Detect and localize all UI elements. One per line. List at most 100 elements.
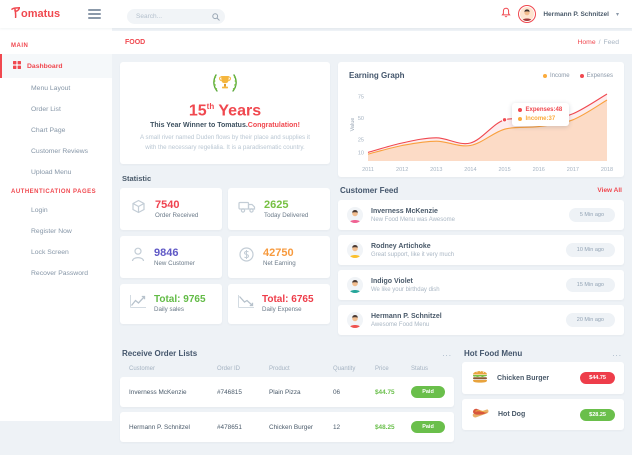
user-avatar[interactable] [518,5,536,23]
stat-label: Order Received [155,212,198,219]
sidebar-item-label: Customer Reviews [31,148,88,155]
column-header-quantity: Quantity [333,366,375,372]
column-header-customer: Customer [129,366,217,372]
more-options-icon[interactable]: ... [612,352,622,356]
feed-message: We like your birthday dish [371,287,440,293]
hotdog-icon [471,405,490,424]
customer-avatar [347,277,363,293]
sidebar-item-lock-screen[interactable]: Lock Screen [0,242,112,263]
stat-value: 9846 [154,247,195,259]
more-options-icon[interactable]: ... [442,352,452,356]
main-content: FOOD Home / Feed [112,28,632,421]
sidebar-item-order-list[interactable]: Order List [0,99,112,120]
hot-food-item-hot-dog[interactable]: Hot Dog $28.25 [462,399,624,430]
search-box [127,5,225,24]
paid-button[interactable]: Paid [411,421,445,433]
truck-icon [238,199,256,219]
stat-value: 7540 [155,199,198,211]
sidebar-item-login[interactable]: Login [0,200,112,221]
cell-product: Plain Pizza [269,389,333,396]
breadcrumb: FOOD Home / Feed [112,31,632,54]
series-area-expenses [368,94,607,161]
hot-food-price-badge: $28.25 [580,409,615,421]
x-tick-label: 2011 [362,167,374,173]
winner-subtitle: This Year Winner to Tomatus.Congratulati… [133,122,317,129]
legend-item-expenses[interactable]: Expenses [580,73,613,79]
box-icon [130,198,147,220]
legend-item-income[interactable]: Income [543,73,570,79]
cell-product: Chicken Burger [269,424,333,431]
hot-food-price-badge: $44.75 [580,372,615,384]
anniversary-title: 15th Years [133,102,317,120]
statistic-title: Statistic [122,174,328,183]
hot-food-name: Hot Dog [498,411,525,418]
legend-dot [580,74,584,78]
chevron-down-icon[interactable]: ▾ [616,11,619,18]
breadcrumb-current: Feed [604,39,620,46]
sidebar-item-label: Upload Menu [31,169,71,176]
sidebar-item-recover-password[interactable]: Recover Password [0,263,112,284]
sidebar-item-customer-reviews[interactable]: Customer Reviews [0,141,112,162]
sidebar-item-label: Login [31,207,48,214]
tooltip-text: Expenses:48 [525,107,562,113]
hot-food-title: Hot Food Menu [464,349,522,358]
cell-order-id: #746815 [217,389,269,396]
menu-toggle-icon[interactable] [88,9,101,19]
sidebar-item-dashboard[interactable]: Dashboard [0,54,112,78]
celebration-body-text: A small river named Duden flows by their… [133,133,317,152]
hot-food-list: Chicken Burger$44.75 Hot Dog $28.25 [462,362,624,430]
stat-label: Net Earning [263,260,296,267]
sidebar-item-label: Recover Password [31,270,88,277]
paid-button[interactable]: Paid [411,386,445,398]
legend-dot [543,74,547,78]
trend-down-icon [237,294,255,314]
breadcrumb-separator: / [599,39,601,46]
column-header-price: Price [375,366,411,372]
sidebar-item-register-now[interactable]: Register Now [0,221,112,242]
search-icon[interactable] [212,8,220,26]
brand-logo[interactable]: omatus [0,7,78,21]
feed-customer-name: Hermann P. Schnitzel [371,313,442,320]
sidebar-section-label: AUTHENTICATION PAGES [0,183,112,200]
breadcrumb-home-link[interactable]: Home [577,39,595,46]
feed-time-badge: 10 Min ago [566,243,615,257]
tomato-sprout-icon [11,7,20,21]
y-tick-label: 50 [358,116,364,122]
celebration-card: 15th Years This Year Winner to Tomatus.C… [120,62,330,164]
column-header-product: Product [269,366,333,372]
x-tick-label: 2016 [533,167,545,173]
sidebar-item-upload-menu[interactable]: Upload Menu [0,162,112,183]
search-input[interactable] [127,9,225,24]
feed-message: Awesome Food Menu [371,322,442,328]
feed-time-badge: 15 Min ago [566,278,615,292]
tooltip-dot [518,117,522,121]
cell-customer: Inverness McKenzie [129,389,217,396]
dashboard-grid-icon [13,61,21,71]
user-name[interactable]: Hermann P. Schnitzel [543,11,609,18]
sidebar-item-chart-page[interactable]: Chart Page [0,120,112,141]
view-all-link[interactable]: View All [597,187,622,194]
page-section-label: FOOD [125,39,145,46]
notifications-bell-icon[interactable] [501,5,511,23]
sidebar-item-menu-layout[interactable]: Menu Layout [0,78,112,99]
hot-food-item-chicken-burger[interactable]: Chicken Burger$44.75 [462,362,624,394]
